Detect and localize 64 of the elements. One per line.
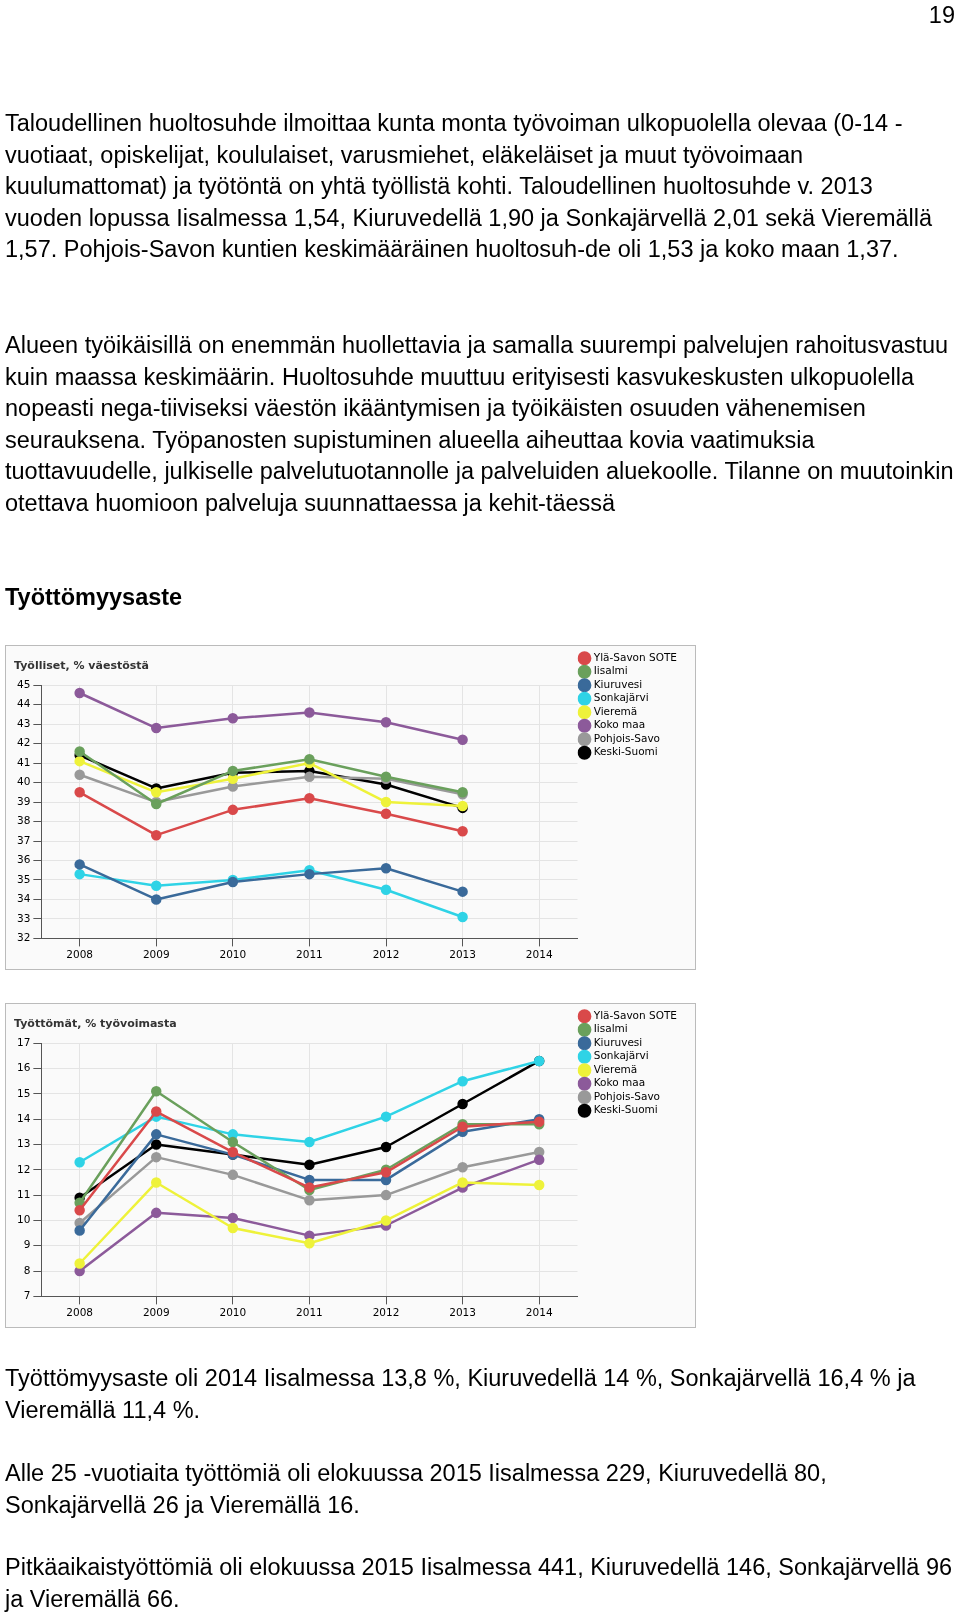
x-tick-label: 2013	[449, 948, 476, 961]
x-tick-label: 2008	[66, 948, 94, 961]
y-tick-label: 14	[16, 1111, 31, 1124]
text: Pitkäaikaistyöttömiä oli elokuussa 2015 Iisalmessa 441, Kiuruvedellä 146, Sonkajärvellä 96 ja Vieremällä 66.	[5, 1553, 954, 1613]
y-tick-label: 42	[16, 736, 31, 749]
y-tick-label: 40	[16, 775, 31, 788]
legend-label: Iisalmi	[593, 1022, 628, 1035]
text: Työttömyysaste oli 2014 Iisalmessa 13,8 %, Kiuruvedellä 14 %, Sonkajärvellä 16,4 % ja Vieremällä 11,4 %.	[5, 1364, 917, 1425]
chart-title: Työttömät, % työvoimasta	[14, 1017, 177, 1031]
y-tick-label: 8	[23, 1263, 31, 1276]
x-tick-label: 2013	[449, 1306, 476, 1319]
x-tick-label: 2011	[296, 948, 323, 961]
x-tick-label: 2012	[372, 948, 400, 961]
y-tick-label: 13	[16, 1137, 31, 1150]
y-tick-label: 12	[16, 1162, 31, 1175]
y-tick-label: 11	[16, 1187, 31, 1200]
y-tick-label: 10	[16, 1213, 31, 1226]
legend-label: Pohjois-Savo	[593, 731, 661, 744]
legend-label: Koko maa	[593, 1076, 646, 1089]
x-tick-label: 2009	[142, 1306, 170, 1319]
y-tick-label: 34	[16, 892, 31, 905]
x-tick-label: 2008	[66, 1306, 94, 1319]
legend-label: Vieremä	[593, 1062, 638, 1075]
x-tick-label: 2014	[525, 948, 553, 961]
y-tick-label: 15	[16, 1086, 31, 1099]
legend-label: Sonkajärvi	[593, 691, 649, 704]
y-tick-label: 43	[16, 716, 31, 729]
y-tick-label: 37	[16, 833, 31, 846]
legend-label: Kiuruvesi	[593, 1035, 643, 1048]
legend-label: Ylä-Savon SOTE	[592, 650, 677, 663]
x-tick-label: 2010	[219, 948, 247, 961]
legend-label: Keski-Suomi	[593, 745, 658, 758]
legend-label: Koko maa	[593, 718, 646, 731]
text: Alueen työikäisillä on enemmän huollettavia ja samalla suurempi palvelujen rahoitusvastuu kuin maassa keskimäärin. Huoltosuhde muuttuu erityisesti kasvukeskusten ulkopuolella nopeasti nega-tiiviseksi väestön ikääntymisen ja työikäisten osuuden vähenemisen seurauksena. Työpanosten supistuminen alueella aiheuttaa kovia vaatimuksia tuottavuudelle, julkiselle palvelutuotannolle ja palveluiden aluekoolle. Tilanne on muutoinkin otettava huomioon palveluja suunnattaessa ja kehit-täessä	[5, 331, 955, 518]
y-tick-label: 36	[16, 853, 31, 866]
x-tick-label: 2014	[525, 1306, 553, 1319]
text: 19	[927, 1, 955, 30]
x-tick-label: 2012	[372, 1306, 400, 1319]
y-tick-label: 17	[16, 1035, 31, 1048]
y-tick-label: 44	[16, 697, 31, 710]
legend-label: Vieremä	[593, 704, 638, 717]
y-tick-label: 45	[16, 677, 31, 690]
text: Työttömyysaste	[5, 583, 184, 612]
text: Taloudellinen huoltosuhde ilmoittaa kunta monta työvoiman ulkopuolella olevaa (0-14 -vuotiaat, opiskelijat, koululaiset, varusmiehet, eläkeläiset ja muut työvoimaan kuulumattomat) ja työtöntä on yhtä työllistä kohti. Taloudellinen huoltosuhde v. 2013 vuoden lopussa Iisalmessa 1,54, Kiuruvedellä 1,90 ja Sonkajärvellä 2,01 sekä Vieremällä 1,57. Pohjois-Savon kuntien keskimääräinen huoltosuh-de oli 1,53 ja koko maan 1,37.	[5, 109, 934, 264]
chart-title: Työlliset, % väestöstä	[14, 659, 150, 673]
x-tick-label: 2010	[219, 1306, 247, 1319]
y-tick-label: 7	[23, 1289, 31, 1302]
y-tick-label: 38	[16, 814, 31, 827]
y-tick-label: 9	[23, 1238, 31, 1251]
y-tick-label: 33	[16, 911, 31, 924]
y-tick-label: 35	[16, 872, 31, 885]
legend-label: Iisalmi	[593, 664, 628, 677]
y-tick-label: 32	[16, 931, 31, 944]
legend-label: Ylä-Savon SOTE	[592, 1008, 677, 1021]
x-tick-label: 2009	[142, 948, 170, 961]
x-tick-label: 2011	[296, 1306, 323, 1319]
text: Alle 25 -vuotiaita työttömiä oli elokuussa 2015 Iisalmessa 229, Kiuruvedellä 80, Sonkajärvellä 26 ja Vieremällä 16.	[5, 1459, 828, 1520]
y-tick-label: 39	[16, 794, 31, 807]
y-tick-label: 41	[16, 755, 31, 768]
legend-label: Sonkajärvi	[593, 1049, 649, 1062]
legend-label: Keski-Suomi	[593, 1103, 658, 1116]
legend-label: Kiuruvesi	[593, 677, 643, 690]
y-tick-label: 16	[16, 1061, 31, 1074]
legend-label: Pohjois-Savo	[593, 1089, 661, 1102]
